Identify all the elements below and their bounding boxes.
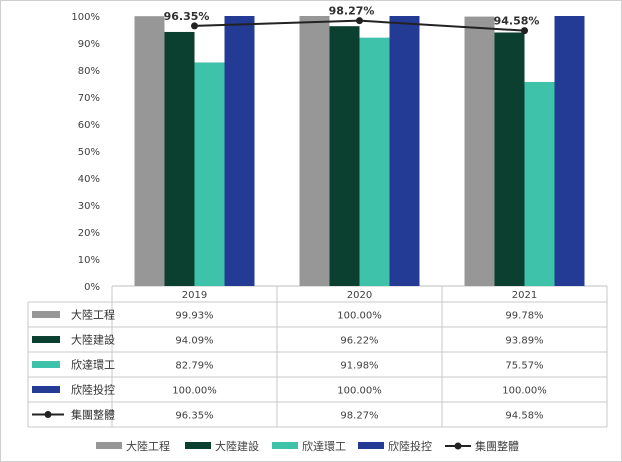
table-cell: 82.79% bbox=[175, 361, 213, 372]
y-tick-label: 10% bbox=[78, 255, 100, 266]
table-cell: 94.09% bbox=[175, 336, 213, 347]
bar-大陸工程-2020 bbox=[299, 16, 330, 286]
x-tick-label: 2020 bbox=[347, 290, 372, 301]
line-data-label: 98.27% bbox=[329, 5, 375, 18]
bar-欣陸投控-2019 bbox=[224, 16, 255, 286]
y-tick-label: 100% bbox=[71, 12, 100, 23]
table-cell: 100.00% bbox=[337, 311, 382, 322]
line-data-label: 94.58% bbox=[494, 15, 540, 28]
bar-大陸工程-2019 bbox=[134, 16, 165, 287]
table-cell: 100.00% bbox=[172, 386, 217, 397]
y-tick-label: 40% bbox=[78, 174, 100, 185]
bar-大陸工程-2021 bbox=[464, 16, 495, 287]
line-point-2019 bbox=[191, 22, 198, 30]
legend-marker bbox=[454, 442, 462, 450]
y-tick-label: 50% bbox=[78, 147, 100, 158]
legend-label: 欣達環工 bbox=[302, 439, 346, 453]
y-tick-label: 60% bbox=[78, 120, 100, 131]
legend-label: 大陸工程 bbox=[126, 439, 170, 453]
table-row-label: 欣達環工 bbox=[71, 358, 115, 372]
line-data-label: 96.35% bbox=[164, 10, 210, 23]
bar-大陸建設-2020 bbox=[329, 26, 360, 287]
table-cell: 100.00% bbox=[337, 386, 382, 397]
bar-欣達環工-2019 bbox=[194, 62, 225, 287]
table-cell: 96.22% bbox=[340, 336, 378, 347]
bar-欣陸投控-2021 bbox=[554, 16, 585, 286]
legend-swatch bbox=[96, 442, 122, 449]
table-cell: 91.98% bbox=[340, 361, 378, 372]
bar-欣達環工-2020 bbox=[359, 37, 390, 287]
table-key-swatch bbox=[32, 361, 60, 368]
legend-label: 集團整體 bbox=[475, 439, 519, 453]
x-tick-label: 2019 bbox=[182, 290, 207, 301]
table-cell: 99.93% bbox=[175, 311, 213, 322]
table-key-swatch bbox=[32, 336, 60, 343]
table-cell: 100.00% bbox=[502, 386, 547, 397]
table-cell: 96.35% bbox=[175, 411, 213, 422]
table-key-swatch bbox=[32, 386, 60, 393]
table-row-label: 大陸建設 bbox=[71, 333, 115, 347]
line-point-2020 bbox=[356, 17, 363, 25]
legend-swatch bbox=[185, 442, 211, 449]
table-cell: 75.57% bbox=[505, 361, 543, 372]
table-cell: 93.89% bbox=[505, 336, 543, 347]
table-row-label: 大陸工程 bbox=[71, 308, 115, 322]
bar-大陸建設-2021 bbox=[494, 32, 525, 286]
bar-大陸建設-2019 bbox=[164, 31, 195, 286]
legend-swatch bbox=[358, 442, 384, 449]
y-tick-label: 30% bbox=[78, 201, 100, 212]
bar-欣達環工-2021 bbox=[524, 81, 555, 286]
legend-label: 欣陸投控 bbox=[388, 439, 432, 453]
table-key-marker bbox=[44, 411, 52, 418]
y-tick-label: 80% bbox=[78, 66, 100, 77]
table-row-label: 集團整體 bbox=[71, 408, 115, 422]
table-cell: 99.78% bbox=[505, 311, 543, 322]
y-tick-label: 20% bbox=[78, 228, 100, 239]
table-cell: 94.58% bbox=[505, 411, 543, 422]
y-tick-label: 0% bbox=[84, 282, 100, 293]
legend-swatch bbox=[272, 442, 298, 449]
table-cell: 98.27% bbox=[340, 411, 378, 422]
bar-欣陸投控-2020 bbox=[389, 16, 420, 286]
legend-label: 大陸建設 bbox=[215, 439, 259, 453]
line-point-2021 bbox=[521, 27, 528, 35]
y-tick-label: 70% bbox=[78, 93, 100, 104]
table-key-swatch bbox=[32, 311, 60, 318]
table-row-label: 欣陸投控 bbox=[71, 383, 115, 397]
x-tick-label: 2021 bbox=[512, 290, 537, 301]
y-tick-label: 90% bbox=[78, 39, 100, 50]
